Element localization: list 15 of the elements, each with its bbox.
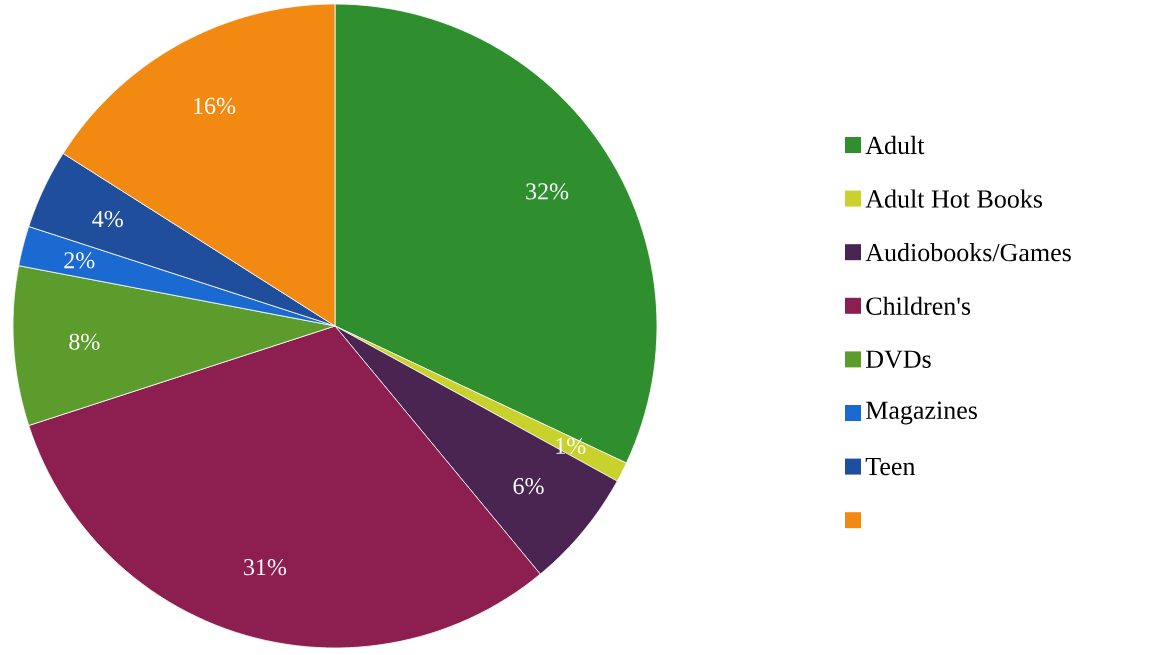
data-label: 1% [556,437,586,454]
legend-label: DVDs [866,350,931,369]
legend-label: Adult Hot Books [865,189,1043,208]
data-label: 16% [194,97,236,115]
legend-label: Audiobooks/Games [865,243,1071,262]
legend-label: Teen [865,457,916,476]
data-label: 6% [513,477,544,495]
data-label: 31% [244,559,287,576]
legend-label: Adult [865,135,925,155]
legend-label: Children's [866,296,971,315]
data-label: 8% [69,333,100,350]
data-label: 2% [64,252,95,269]
legend-label: Magazines [866,401,977,425]
data-label: 4% [92,210,123,228]
data-label: 32% [526,183,569,200]
